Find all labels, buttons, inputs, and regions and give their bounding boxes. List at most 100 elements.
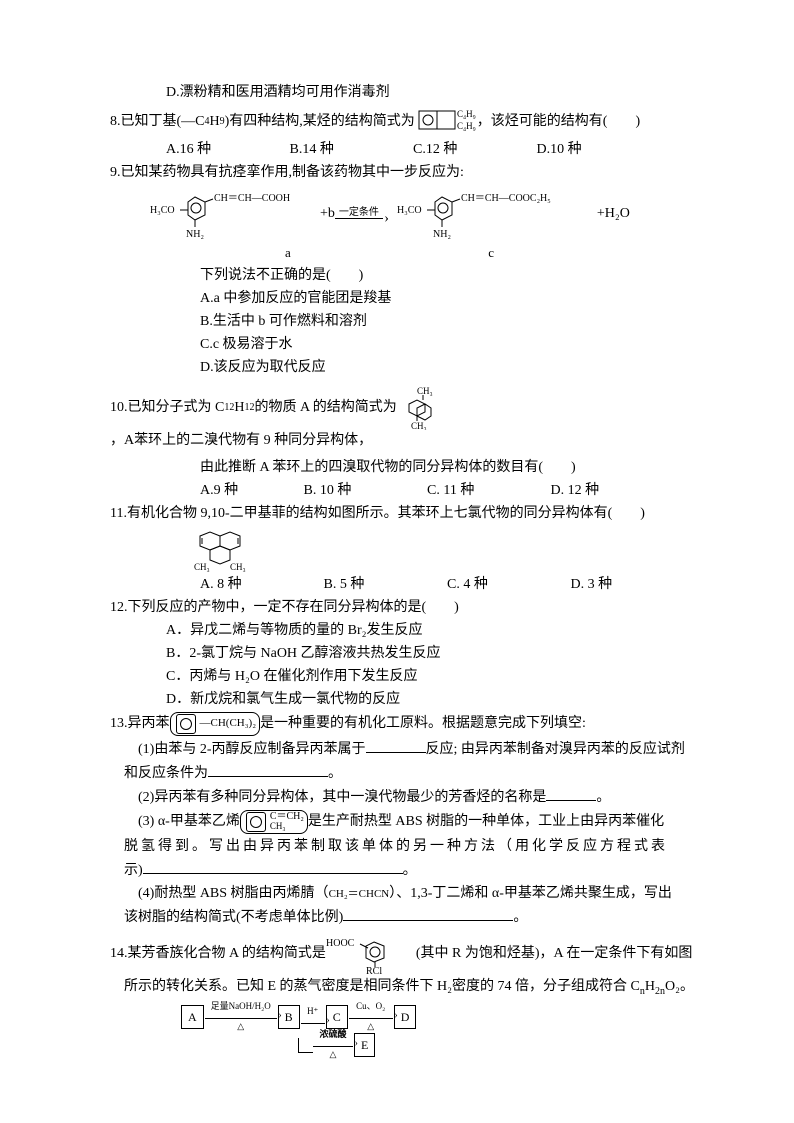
q9-cond: 一定条件 bbox=[335, 207, 383, 219]
q11-a: A. 8 种 bbox=[200, 574, 320, 595]
q13-svg1: — CH(CH₃)₂ bbox=[170, 712, 261, 736]
q10-a: A.9 种 bbox=[200, 480, 300, 501]
q13-p4: (4)耐热型 ABS 树脂由丙烯腈（CH₂＝CHCN）、1,3-丁二烯和 α-甲… bbox=[110, 883, 694, 904]
q14-stem: 14.某芳香族化合物 A 的结构简式是 HOOC RCl (其中 R 为饱和烃基… bbox=[110, 934, 694, 974]
q10-c: C. 11 种 bbox=[427, 480, 547, 501]
arrow3-bot: △ bbox=[367, 1021, 374, 1031]
q10-svg: CH₃ CH₃ bbox=[397, 386, 441, 430]
q10-tb: H bbox=[234, 397, 244, 418]
q9-arrow: 一定条件 › bbox=[335, 203, 383, 224]
arrow4: 浓硫酸 › △ bbox=[313, 1030, 353, 1060]
q13-isopropyl: CH(CH₃)₂ bbox=[211, 715, 257, 732]
q13-p3c: 脱氢得到。写出由异丙苯制取该单体的另一种方法（用化学反应方程式表 bbox=[110, 836, 694, 857]
svg-text:CH₃: CH₃ bbox=[194, 562, 210, 572]
q10-s1: 12 bbox=[224, 400, 234, 415]
q12-a: A．异戊二烯与等物质的量的 Br₂发生反应 bbox=[110, 620, 694, 641]
q9-labels: a c bbox=[110, 243, 694, 263]
q14-svg: HOOC RCl bbox=[326, 934, 416, 974]
q14-ta: 14.某芳香族化合物 A 的结构简式是 bbox=[110, 943, 326, 964]
arrow1: 足量NaOH/H₂O › △ bbox=[205, 1002, 277, 1032]
q12-c: C．丙烯与 H₂O 在催化剂作用下发生反应 bbox=[110, 666, 694, 687]
svg-text:HOOC: HOOC bbox=[326, 938, 355, 949]
svg-text:NH₂: NH₂ bbox=[186, 229, 204, 240]
q10-s2: 12 bbox=[244, 400, 254, 415]
svg-text:H₃CO: H₃CO bbox=[150, 205, 175, 216]
arrow1-top: 足量NaOH/H₂O bbox=[211, 1001, 271, 1011]
q9-c: C.c 极易溶于水 bbox=[110, 334, 694, 355]
q13-p4d: 。 bbox=[513, 910, 527, 925]
blank bbox=[343, 906, 513, 921]
svg-text:CH₃: CH₃ bbox=[417, 386, 433, 396]
q13-p1d: 。 bbox=[328, 766, 342, 781]
q14-l2a: 所示的转化关系。已知 E 的蒸气密度是相同条件下 H₂密度的 74 倍，分子组成… bbox=[124, 979, 640, 994]
q8-text-a: 8.已知丁基(—C bbox=[110, 111, 205, 132]
q11-b: B. 5 种 bbox=[324, 574, 444, 595]
q13-p4b: ）、1,3-丁二烯和 α-甲基苯乙烯共聚生成，写出 bbox=[389, 886, 672, 901]
q13-p2: (2)异丙苯有多种同分异构体，其中一溴代物最少的芳香烃的名称是。 bbox=[110, 786, 694, 808]
q13-p3b: 是生产耐热型 ABS 树脂的一种单体，工业上由异丙苯催化 bbox=[308, 811, 664, 832]
svg-text:CH＝CH—COOC₂H₅: CH＝CH—COOC₂H₅ bbox=[461, 193, 551, 204]
q13-p1-cont: 和反应条件为。 bbox=[110, 762, 694, 784]
svg-text:H₃CO: H₃CO bbox=[397, 205, 422, 216]
q14-2n: 2n bbox=[655, 985, 665, 996]
benzene-icon bbox=[176, 714, 196, 734]
blank bbox=[366, 738, 426, 753]
q8-text-b: )有四种结构,某烃的结构简式为 bbox=[225, 111, 415, 132]
q10-line2: 由此推断 A 苯环上的四溴取代物的同分异构体的数目有( ) bbox=[110, 457, 694, 478]
q9-label-a: a bbox=[285, 243, 485, 263]
page: D.漂粉精和医用酒精均可用作消毒剂 8.已知丁基(—C4H9 )有四种结构,某烃… bbox=[0, 0, 794, 1123]
svg-text:RCl: RCl bbox=[366, 966, 382, 974]
q9-plus-h2o: +H₂O bbox=[597, 203, 630, 224]
q13-p3d-row: 示)。 bbox=[110, 859, 694, 881]
q9-molecule-a: H₃CO NH₂ CH＝CH—COOH bbox=[150, 185, 320, 241]
q11-choices: A. 8 种 B. 5 种 C. 4 种 D. 3 种 bbox=[110, 574, 694, 595]
svg-text:C₄H₉: C₄H₉ bbox=[457, 109, 476, 119]
q8-stem: 8.已知丁基(—C4H9 )有四种结构,某烃的结构简式为 C₄H₉ C₄H₉ ，… bbox=[110, 105, 694, 137]
svg-text:C₄H₉: C₄H₉ bbox=[457, 121, 476, 131]
q13-p4c-row: 该树脂的结构简式(不考虑单体比例)。 bbox=[110, 906, 694, 928]
q13-ms-b: CH₃ bbox=[270, 821, 286, 831]
arrow3: Cu、O₂ › △ bbox=[349, 1002, 393, 1032]
q9-stem: 9.已知某药物具有抗痉挛作用,制备该药物其中一步反应为: bbox=[110, 162, 694, 183]
q13-p3a: (3) α-甲基苯乙烯 bbox=[138, 811, 240, 832]
q8-c: C.12 种 bbox=[413, 139, 533, 160]
q13-p3d: 示) bbox=[124, 863, 143, 878]
q8-a: A.16 种 bbox=[166, 139, 286, 160]
q9-a: A.a 中参加反应的官能团是羧基 bbox=[110, 288, 694, 309]
arrow3-top: Cu、O₂ bbox=[356, 1001, 385, 1011]
q13-p2a: (2)异丙苯有多种同分异构体，其中一溴代物最少的芳香烃的名称是 bbox=[138, 790, 546, 805]
q14-diagram: A 足量NaOH/H₂O › △ B H⁺ › C Cu、O₂ › bbox=[110, 1002, 694, 1060]
q13-tb: 是一种重要的有机化工原料。根据题意完成下列填空: bbox=[260, 713, 586, 734]
q8-choices: A.16 种 B.14 种 C.12 种 D.10 种 bbox=[110, 139, 694, 160]
blank bbox=[546, 786, 596, 801]
q13-p1b: 反应; 由异丙苯制备对溴异丙苯的反应试剂 bbox=[426, 742, 685, 757]
q13-svg2: C＝CH₂ CH₃ bbox=[240, 810, 308, 834]
q10-choices: A.9 种 B. 10 种 C. 11 种 D. 12 种 bbox=[110, 480, 694, 501]
svg-text:CH₃: CH₃ bbox=[411, 421, 427, 430]
q11-d: D. 3 种 bbox=[571, 577, 613, 592]
benzene-icon bbox=[246, 812, 266, 832]
q13-stem: 13.异丙苯 — CH(CH₃)₂ 是一种重要的有机化工原料。根据题意完成下列填… bbox=[110, 712, 694, 736]
q11-svg-row: CH₃ CH₃ bbox=[110, 526, 694, 572]
q14-l2c: O₂。 bbox=[665, 979, 694, 994]
arrow4-bot: △ bbox=[330, 1049, 337, 1059]
q8-d: D.10 种 bbox=[537, 139, 582, 160]
q9-lead: 下列说法不正确的是( ) bbox=[110, 265, 694, 286]
q10-b: B. 10 种 bbox=[304, 480, 424, 501]
q9-molecule-c: H₃CO NH₂ CH＝CH—COOC₂H₅ bbox=[397, 185, 597, 241]
q13-p4a: (4)耐热型 ABS 树脂由丙烯腈（ bbox=[138, 886, 329, 901]
q10-td: ，A苯环上的二溴代物有 9 种同分异构体， bbox=[110, 430, 372, 451]
arrow1-bot: △ bbox=[237, 1021, 244, 1031]
prev-option-d: D.漂粉精和医用酒精均可用作消毒剂 bbox=[110, 82, 694, 103]
q9-d: D.该反应为取代反应 bbox=[110, 357, 694, 378]
svg-text:CH＝CH—COOH: CH＝CH—COOH bbox=[214, 193, 290, 204]
blank bbox=[208, 762, 328, 777]
q10-tc: 的物质 A 的结构简式为 bbox=[254, 397, 396, 418]
svg-text:CH₃: CH₃ bbox=[230, 562, 246, 572]
q9-b: B.生活中 b 可作燃料和溶剂 bbox=[110, 311, 694, 332]
q12-b: B．2-氯丁烷与 NaOH 乙醇溶液共热发生反应 bbox=[110, 643, 694, 664]
arrow2-top: H⁺ bbox=[307, 1006, 318, 1016]
box-a: A bbox=[181, 1005, 204, 1029]
q8-b: B.14 种 bbox=[290, 139, 410, 160]
q12-stem: 12.下列反应的产物中，一定不存在同分异构体的是( ) bbox=[110, 597, 694, 618]
